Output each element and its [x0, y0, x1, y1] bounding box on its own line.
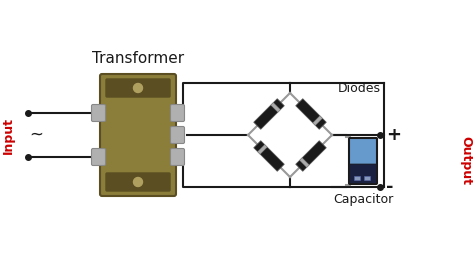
Polygon shape: [271, 103, 280, 112]
Text: Diodes: Diodes: [338, 82, 381, 96]
Polygon shape: [258, 145, 267, 154]
Text: Output: Output: [459, 136, 473, 185]
FancyBboxPatch shape: [171, 149, 184, 165]
FancyBboxPatch shape: [106, 173, 170, 191]
Polygon shape: [296, 141, 326, 171]
Text: -: -: [386, 178, 393, 196]
Polygon shape: [254, 141, 284, 171]
FancyBboxPatch shape: [106, 79, 170, 97]
Bar: [355, 176, 361, 180]
Circle shape: [134, 84, 143, 93]
Text: ~: ~: [29, 126, 43, 144]
Polygon shape: [254, 99, 284, 129]
Text: Capacitor: Capacitor: [333, 193, 393, 206]
Text: Input: Input: [1, 117, 15, 153]
Circle shape: [134, 177, 143, 186]
Polygon shape: [300, 158, 309, 167]
FancyBboxPatch shape: [171, 126, 184, 144]
FancyBboxPatch shape: [171, 105, 184, 121]
Bar: [365, 176, 371, 180]
Polygon shape: [313, 116, 322, 125]
FancyBboxPatch shape: [100, 74, 176, 196]
FancyBboxPatch shape: [91, 105, 106, 121]
FancyBboxPatch shape: [91, 149, 106, 165]
FancyBboxPatch shape: [349, 138, 377, 184]
Text: +: +: [386, 126, 401, 144]
Text: Transformer: Transformer: [92, 51, 184, 66]
Polygon shape: [296, 99, 326, 129]
FancyBboxPatch shape: [349, 164, 376, 183]
